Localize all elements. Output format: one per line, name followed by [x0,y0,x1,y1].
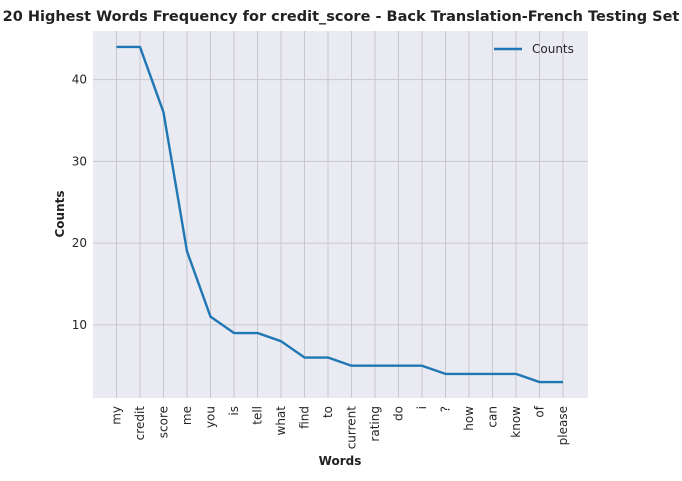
x-axis-label: Words [319,454,362,468]
x-tick-label: is [227,406,241,416]
x-tick-label: current [345,406,359,450]
x-tick-label: what [274,406,288,436]
x-tick-label: score [157,406,171,438]
x-tick-label: rating [368,406,382,442]
y-tick-label: 10 [72,318,87,332]
x-tick-label: i [415,406,429,409]
x-tick-label: ? [439,406,453,412]
y-tick-label: 30 [72,154,87,168]
x-tick-label: know [509,406,523,438]
x-tick-label: do [392,406,406,421]
x-tick-label: how [462,406,476,431]
x-tick-label: my [110,406,124,425]
x-tick-label: you [204,406,218,428]
y-axis-label: Counts [53,190,67,237]
y-tick-labels: 10 20 30 40 [72,73,87,332]
y-tick-label: 20 [72,236,87,250]
x-tick-label: tell [251,406,265,425]
legend-entry-counts: Counts [532,42,574,56]
x-tick-label: find [298,406,312,429]
x-tick-label: credit [133,406,147,441]
chart-title: 20 Highest Words Frequency for credit_sc… [3,9,680,25]
x-tick-label: please [556,406,570,445]
plot-area [93,31,588,398]
x-tick-label: me [180,406,194,425]
x-tick-label: of [533,405,547,417]
x-tick-label: to [321,406,335,418]
x-tick-label: can [486,406,500,428]
y-tick-label: 40 [72,73,87,87]
